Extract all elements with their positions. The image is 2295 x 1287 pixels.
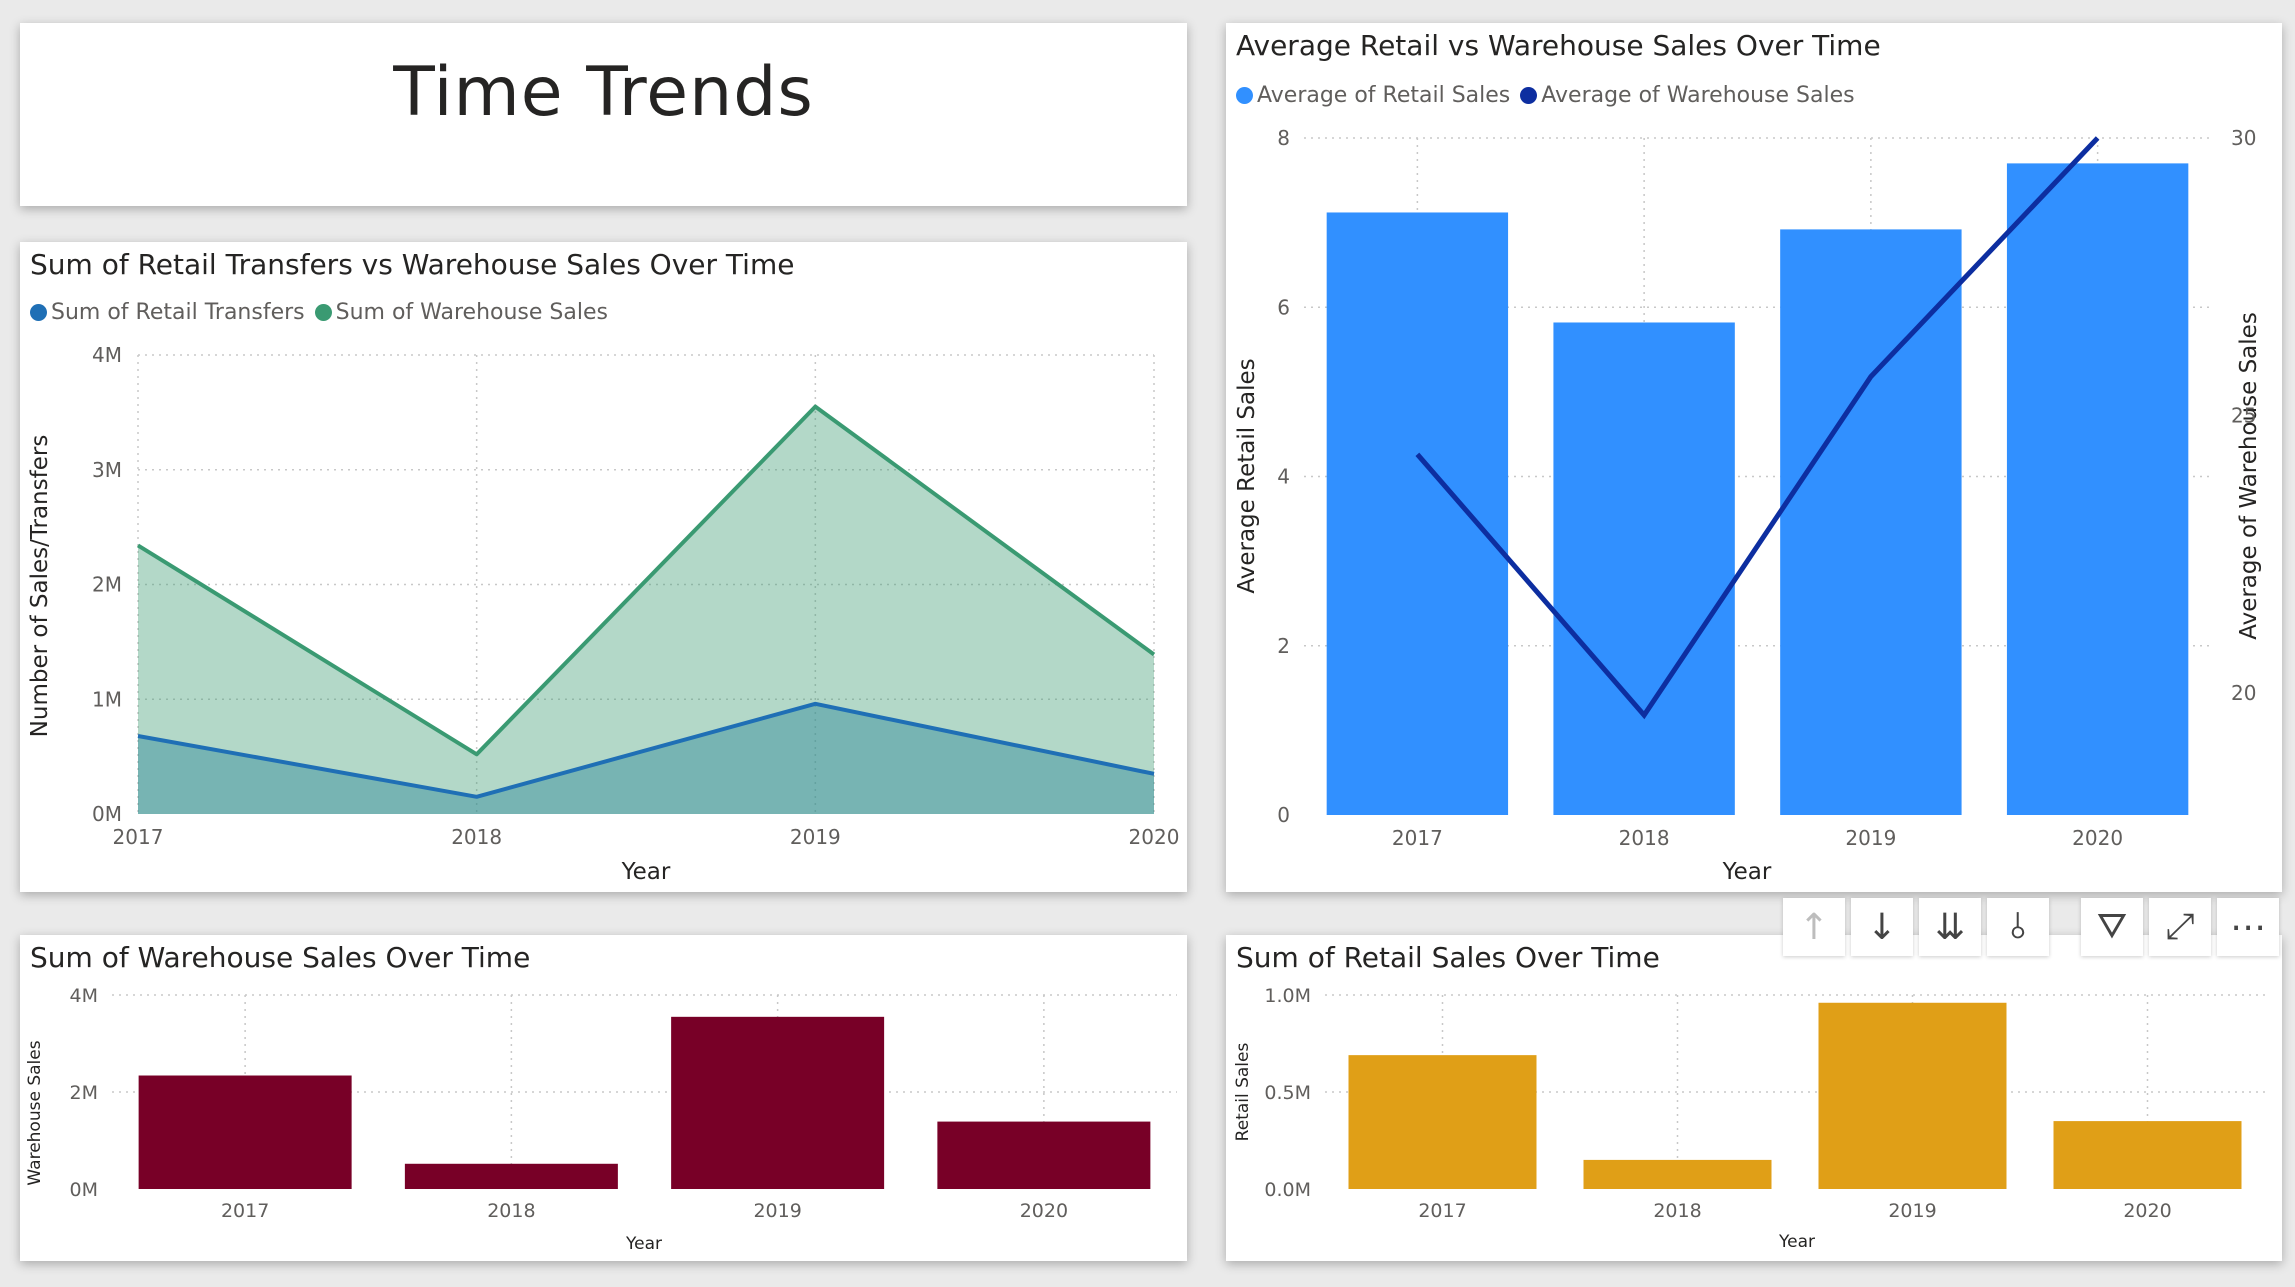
warehouse-sales-line (136, 404, 1156, 757)
y-tick-label: 4 (1277, 465, 1290, 489)
legend-dot-icon (30, 304, 47, 321)
y-axis-title: Number of Sales/Transfers (27, 435, 53, 738)
legend-label: Sum of Retail Transfers (51, 300, 305, 325)
focus-mode-icon[interactable]: ⤢ (2149, 898, 2211, 956)
chart-legend[interactable]: Sum of Retail Transfers Sum of Warehouse… (30, 300, 618, 325)
y2-tick-label: 25 (2231, 403, 2256, 427)
legend-item-average-warehouse-sales[interactable]: Average of Warehouse Sales (1520, 83, 1855, 108)
transfers-vs-warehouse-card[interactable]: Sum of Retail Transfers vs Warehouse Sal… (20, 242, 1187, 892)
y-tick-label: 0M (70, 1179, 98, 1201)
x-tick-label: 2018 (1619, 826, 1670, 850)
legend-dot-icon (1236, 87, 1253, 104)
visual-header-toolbar: ↑ ↓ ⇊ ⫰ ⛛ ⤢ ⋯ (1783, 898, 2279, 956)
chart-legend[interactable]: Average of Retail Sales Average of Wareh… (1236, 83, 1865, 108)
retail-sales-bar (2006, 163, 2189, 815)
chart-title: Average Retail vs Warehouse Sales Over T… (1236, 29, 1881, 62)
x-tick-label: 2017 (113, 825, 164, 849)
y-tick-label: 1M (92, 687, 122, 711)
x-axis-title: Year (625, 1234, 662, 1254)
y2-axis-title: Average of Warehouse Sales (2236, 312, 2262, 640)
x-tick-label: 2019 (753, 1200, 801, 1222)
bar (404, 1163, 618, 1189)
y-tick-label: 6 (1277, 295, 1290, 319)
y2-tick-label: 30 (2231, 126, 2256, 150)
x-tick-label: 2020 (1129, 825, 1180, 849)
x-tick-label: 2019 (790, 825, 841, 849)
x-tick-label: 2020 (2123, 1200, 2171, 1222)
y-axis-title: Average Retail Sales (1234, 358, 1260, 593)
bar (1583, 1159, 1772, 1189)
bar (671, 1016, 885, 1189)
chart-title: Sum of Retail Transfers vs Warehouse Sal… (30, 248, 795, 281)
combo-chart[interactable]: Year Average Retail Sales Average of War… (1226, 23, 2282, 892)
y-tick-label: 0.5M (1264, 1082, 1311, 1104)
y-tick-label: 2M (92, 573, 122, 597)
y-tick-label: 0 (1277, 803, 1290, 827)
legend-dot-icon (314, 304, 332, 321)
y2-tick-label: 20 (2231, 681, 2256, 705)
x-tick-label: 2017 (1392, 826, 1443, 850)
double-arrow-down-icon[interactable]: ⇊ (1919, 898, 1981, 956)
x-tick-label: 2019 (1845, 826, 1896, 850)
bar (138, 1075, 352, 1189)
bar (1818, 1002, 2007, 1189)
x-tick-label: 2020 (2072, 826, 2123, 850)
page-title: Time Trends (393, 53, 814, 132)
retail-sales-bar (1780, 229, 1962, 815)
y-tick-label: 8 (1277, 126, 1290, 150)
y-tick-label: 3M (92, 458, 122, 482)
warehouse-sales-area (138, 406, 1154, 814)
y-tick-label: 2 (1277, 634, 1290, 658)
warehouse-bar-chart[interactable]: Year Warehouse Sales 0M 2M 4M 2017 2018 2019 2… (20, 935, 1187, 1261)
y-tick-label: 4M (70, 985, 98, 1007)
x-tick-label: 2017 (221, 1200, 269, 1222)
legend-item-retail-transfers[interactable]: Sum of Retail Transfers (30, 300, 305, 325)
legend-label: Average of Retail Sales (1257, 83, 1511, 108)
x-tick-label: 2020 (1020, 1200, 1068, 1222)
y-axis-title: Warehouse Sales (25, 1040, 45, 1185)
y-tick-label: 2M (70, 1082, 98, 1104)
retail-sales-bar (1553, 322, 1735, 815)
x-axis-title: Year (1778, 1232, 1815, 1252)
x-tick-label: 2018 (451, 825, 502, 849)
chart-title: Sum of Warehouse Sales Over Time (30, 941, 531, 974)
bar (1348, 1055, 1537, 1189)
x-axis-title: Year (621, 859, 671, 885)
arrow-up-icon[interactable]: ↑ (1783, 898, 1845, 956)
more-options-icon[interactable]: ⋯ (2217, 898, 2279, 956)
bar (2053, 1121, 2242, 1189)
retail-transfers-area (138, 703, 1154, 814)
expand-hierarchy-icon[interactable]: ⫰ (1987, 898, 2049, 956)
filter-icon[interactable]: ⛛ (2081, 898, 2143, 956)
warehouse-sales-card[interactable]: Sum of Warehouse Sales Over Time Year Wa… (20, 935, 1187, 1261)
legend-dot-icon (1520, 87, 1538, 104)
y-tick-label: 4M (92, 343, 122, 367)
warehouse-sales-line (1415, 136, 2100, 720)
x-tick-label: 2018 (1653, 1200, 1701, 1222)
avg-retail-vs-warehouse-card[interactable]: Average Retail vs Warehouse Sales Over T… (1226, 23, 2282, 892)
retail-sales-card[interactable]: Sum of Retail Sales Over Time Year Retai… (1226, 935, 2282, 1261)
legend-item-warehouse-sales[interactable]: Sum of Warehouse Sales (314, 300, 608, 325)
chart-title: Sum of Retail Sales Over Time (1236, 941, 1660, 974)
page-title-card: Time Trends (20, 23, 1187, 206)
legend-label: Average of Warehouse Sales (1541, 83, 1855, 108)
x-tick-label: 2017 (1418, 1200, 1466, 1222)
retail-transfers-line (137, 701, 1155, 799)
legend-item-average-retail-sales[interactable]: Average of Retail Sales (1236, 83, 1510, 108)
legend-label: Sum of Warehouse Sales (335, 300, 608, 325)
bar (937, 1121, 1151, 1189)
area-chart[interactable]: Year Number of Sales/Transfers 0M 1M 2M 3M 4… (20, 242, 1187, 892)
retail-bar-chart[interactable]: Year Retail Sales 0.0M 0.5M 1.0M 2017 2018 20… (1226, 935, 2282, 1261)
retail-sales-bar (1326, 212, 1509, 816)
x-tick-label: 2019 (1888, 1200, 1936, 1222)
y-tick-label: 1.0M (1264, 985, 1311, 1007)
y-tick-label: 0.0M (1264, 1179, 1311, 1201)
x-tick-label: 2018 (487, 1200, 535, 1222)
arrow-down-icon[interactable]: ↓ (1851, 898, 1913, 956)
y-tick-label: 0M (92, 802, 122, 826)
y-axis-title: Retail Sales (1233, 1043, 1253, 1142)
x-axis-title: Year (1722, 859, 1772, 885)
